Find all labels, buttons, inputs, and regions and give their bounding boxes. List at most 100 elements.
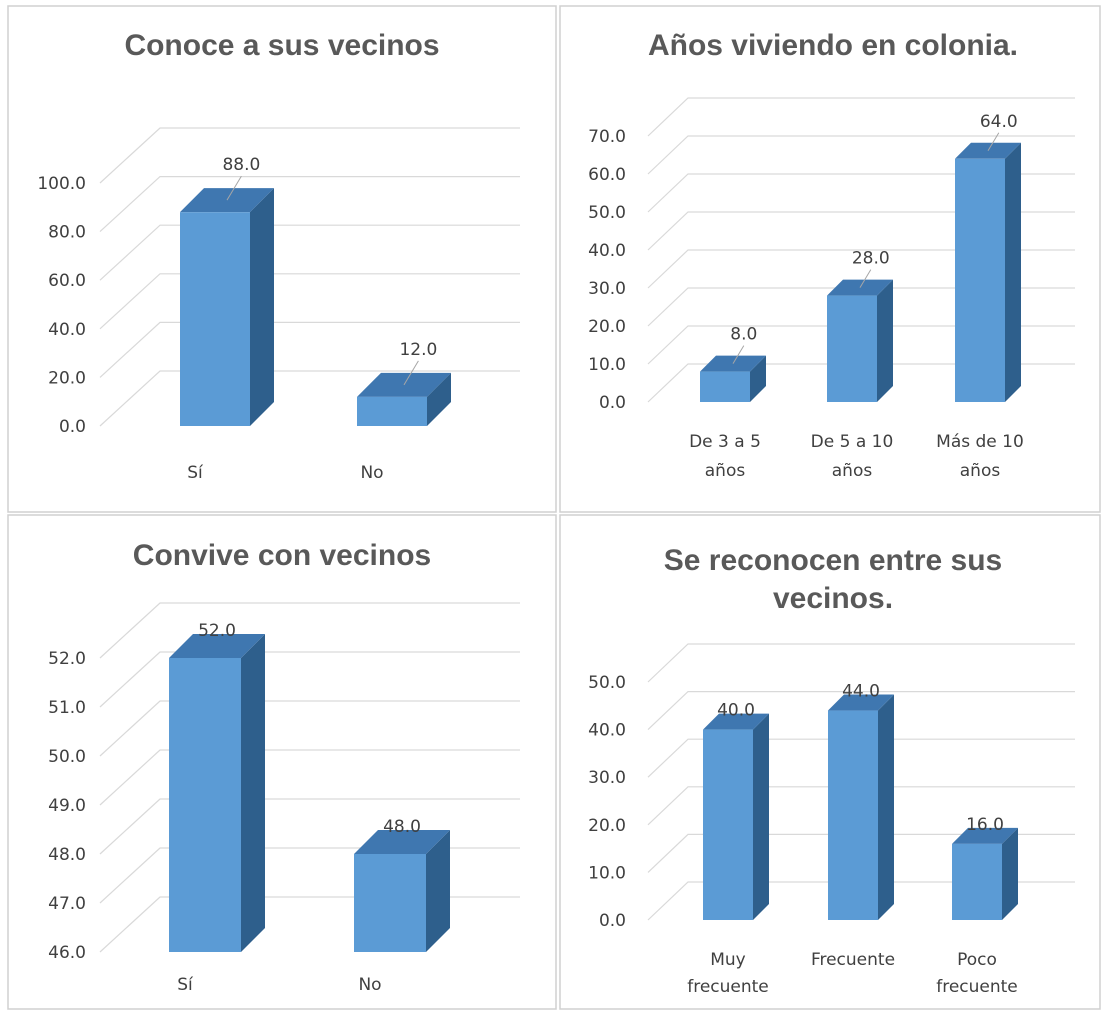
gridline	[647, 249, 1075, 289]
bar-front	[952, 843, 1002, 920]
data-label: 64.0	[980, 112, 1018, 132]
y-tick-label: 30.0	[588, 768, 626, 788]
bar	[952, 827, 1018, 920]
bar-side	[878, 694, 894, 920]
bar	[827, 279, 893, 402]
gridline	[647, 287, 1075, 327]
y-tick-label: 50.0	[588, 673, 626, 693]
bar-side	[750, 355, 766, 402]
gridline	[99, 370, 520, 427]
chart-title: vecinos.	[773, 582, 893, 615]
data-label: 8.0	[730, 325, 757, 345]
chart-title: Conoce a sus vecinos	[124, 29, 439, 62]
data-label: 48.0	[383, 817, 421, 837]
gridline	[647, 325, 1075, 365]
category-label: años	[960, 461, 1001, 481]
bar-front	[180, 212, 250, 426]
chart-4: Se reconocen entre sus vecinos. 0.0 10.0 20.…	[588, 544, 1075, 997]
gridline	[647, 135, 1075, 175]
y-tick-label: 20.0	[48, 368, 86, 388]
y-tick-label: 40.0	[588, 241, 626, 261]
panel-frame	[7, 514, 557, 1010]
data-label-leader	[403, 360, 419, 386]
category-label: años	[832, 461, 873, 481]
bar-side	[426, 830, 450, 952]
y-tick-label: 48.0	[48, 845, 86, 865]
y-tick-label: 20.0	[588, 317, 626, 337]
category-label: Sí	[177, 975, 194, 995]
category-label: Poco	[957, 950, 997, 970]
bar-side	[877, 279, 893, 402]
gridline	[647, 833, 1075, 873]
bar	[955, 142, 1021, 403]
bar	[354, 830, 450, 952]
y-tick-label: 60.0	[48, 271, 86, 291]
data-label: 40.0	[717, 701, 755, 721]
bar-top	[354, 830, 450, 854]
category-label: años	[705, 461, 746, 481]
gridline	[99, 224, 520, 281]
category-label: De 5 a 10	[811, 432, 894, 452]
bar-side	[250, 188, 274, 426]
y-tick-label: 46.0	[48, 943, 86, 963]
y-tick-label: 40.0	[588, 721, 626, 741]
category-label: No	[358, 975, 381, 995]
gridline	[647, 738, 1075, 778]
data-label: 52.0	[198, 621, 236, 641]
data-label: 88.0	[222, 155, 260, 175]
gridline	[99, 127, 520, 184]
gridline	[647, 97, 1075, 137]
bar	[169, 634, 265, 952]
category-label: No	[360, 463, 383, 483]
bar-front	[828, 710, 878, 920]
category-label: De 3 a 5	[689, 432, 761, 452]
data-label-leader	[987, 132, 1000, 152]
bar	[180, 188, 274, 426]
y-tick-label: 50.0	[48, 747, 86, 767]
panel-frame	[559, 5, 1101, 513]
bar-front	[703, 729, 753, 920]
data-label-leader	[226, 175, 242, 201]
category-label: frecuente	[936, 977, 1018, 997]
chart-title: Se reconocen entre sus	[664, 544, 1002, 577]
data-label: 12.0	[399, 340, 437, 360]
gridline	[99, 602, 520, 659]
chart-title: Años viviendo en colonia.	[648, 29, 1018, 62]
bar-top	[703, 713, 769, 730]
y-tick-label: 60.0	[588, 165, 626, 185]
data-label: 28.0	[852, 249, 890, 269]
gridline	[99, 847, 520, 904]
y-tick-label: 20.0	[588, 816, 626, 836]
data-label: 44.0	[842, 682, 880, 702]
gridline	[647, 643, 1075, 683]
category-label: frecuente	[687, 977, 769, 997]
y-tick-label: 100.0	[37, 174, 86, 194]
bar-side	[427, 372, 451, 426]
chart-1: Conoce a sus vecinos 0.0 20.0 40.0 60.0 80.0 1…	[37, 29, 520, 483]
gridline	[99, 321, 520, 378]
y-tick-label: 0.0	[599, 393, 626, 413]
bar-front	[955, 158, 1005, 402]
bar	[703, 713, 769, 920]
gridline	[99, 798, 520, 855]
bar-front	[169, 658, 241, 952]
gridline	[99, 651, 520, 708]
y-tick-label: 10.0	[588, 863, 626, 883]
gridline	[647, 211, 1075, 251]
bar-top	[952, 827, 1018, 844]
y-tick-label: 52.0	[48, 649, 86, 669]
bar-front	[827, 295, 877, 402]
category-label: Frecuente	[811, 950, 895, 970]
bar-front	[700, 371, 750, 402]
y-tick-label: 0.0	[599, 911, 626, 931]
chart-2: Años viviendo en colonia. 0.0 10.0 20.0 30.0…	[588, 29, 1075, 481]
gridline	[99, 176, 520, 233]
y-tick-label: 80.0	[48, 223, 86, 243]
gridline	[99, 700, 520, 757]
gridline	[99, 896, 520, 953]
bar	[357, 372, 451, 426]
bar-top	[169, 634, 265, 658]
bar-front	[357, 396, 427, 426]
y-tick-label: 70.0	[588, 127, 626, 147]
